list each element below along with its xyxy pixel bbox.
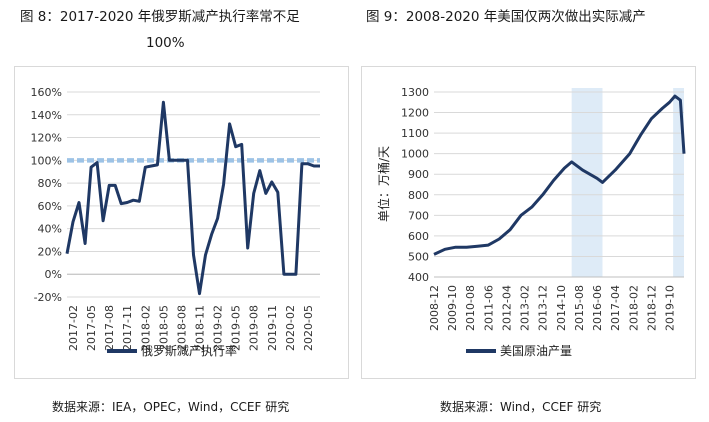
- shaded-cut-period: [571, 88, 603, 277]
- x-tick-label: 2012-04: [500, 285, 513, 331]
- x-tick-label: 2011-06: [482, 285, 495, 331]
- y-axis-label: 单位：万桶/天: [376, 146, 391, 222]
- chart1-panel: -20% 0% 20% 40% 60% 80% 100% 120% 140% 160% 2017-0…: [14, 66, 349, 379]
- figure1-title: 图 8：2017-2020 年俄罗斯减产执行率常不足: [20, 9, 300, 25]
- y-tick-label: 80%: [38, 177, 62, 190]
- y-tick-label: 1000: [401, 148, 429, 161]
- legend-label: 俄罗斯减产执行率: [141, 343, 237, 358]
- x-tick-label: 2017-08: [103, 305, 116, 351]
- x-tick-label: 2013-12: [537, 285, 550, 331]
- series-line-russia: [65, 100, 320, 296]
- y-tick-label: 0%: [45, 268, 62, 281]
- x-tick-label: 2018-02: [627, 285, 640, 331]
- y-tick-label: 500: [408, 250, 429, 263]
- figure1-source: 数据来源：IEA，OPEC，Wind，CCEF 研究: [52, 400, 290, 414]
- shaded-cut-period: [673, 88, 684, 277]
- x-tick-label: 2010-08: [464, 285, 477, 331]
- x-tick-label: 2017-02: [67, 305, 80, 351]
- y-tick-label: 700: [408, 209, 429, 222]
- x-tick-label: 2019-08: [248, 305, 261, 351]
- y-tick-label: 800: [408, 189, 429, 202]
- y-tick-label: 60%: [38, 200, 62, 213]
- x-tick-label: 2018-12: [645, 285, 658, 331]
- x-tick-label: 2018-08: [175, 305, 188, 351]
- x-tick-label: 2009-10: [446, 285, 459, 331]
- y-tick-label: 400: [408, 271, 429, 284]
- x-tick-label: 2018-02: [139, 305, 152, 351]
- y-tick-label: -20%: [34, 291, 62, 304]
- x-tick-label: 2017-05: [85, 305, 98, 351]
- chart1-svg: -20% 0% 20% 40% 60% 80% 100% 120% 140% 160% 2017-0…: [31, 86, 320, 358]
- y-tick-label: 1200: [401, 107, 429, 120]
- x-tick-label: 2016-06: [591, 285, 604, 331]
- y-tick-label: 1300: [401, 86, 429, 99]
- y-tick-label: 600: [408, 230, 429, 243]
- figure2-title: 图 9：2008-2020 年美国仅两次做出实际减产: [366, 9, 646, 25]
- x-tick-label: 2020-05: [302, 305, 315, 351]
- y-tick-label: 20%: [38, 245, 62, 258]
- x-tick-label: 2019-10: [664, 285, 677, 331]
- figure2-source: 数据来源：Wind，CCEF 研究: [440, 400, 602, 414]
- figure1-title-line2: 100%: [146, 35, 185, 51]
- x-tick-label: 2018-11: [194, 305, 207, 351]
- y-tick-label: 40%: [38, 223, 62, 236]
- y-tick-label: 120%: [31, 132, 62, 145]
- series-line-us-crude: [433, 94, 686, 256]
- y-tick-label: 900: [408, 168, 429, 181]
- chart2-svg: 400 500 600 700 800 900 1000 1100 1200 1300 2008-1…: [376, 86, 686, 358]
- chart2-panel: 400 500 600 700 800 900 1000 1100 1200 1300 2008-1…: [361, 66, 696, 379]
- x-tick-label: 2020-02: [284, 305, 297, 351]
- legend-label: 美国原油产量: [500, 344, 572, 358]
- x-tick-label: 2017-11: [121, 305, 134, 351]
- x-tick-label: 2013-02: [519, 285, 532, 331]
- y-tick-label: 1100: [401, 127, 429, 140]
- x-tick-label: 2019-05: [230, 305, 243, 351]
- x-tick-label: 2019-02: [212, 305, 225, 351]
- y-tick-label: 160%: [31, 86, 62, 99]
- x-tick-label: 2014-10: [555, 285, 568, 331]
- x-tick-label: 2008-12: [428, 285, 441, 331]
- y-tick-label: 140%: [31, 109, 62, 122]
- x-tick-label: 2017-04: [609, 285, 622, 331]
- x-tick-label: 2018-05: [157, 305, 170, 351]
- x-tick-label: 2019-11: [266, 305, 279, 351]
- x-tick-label: 2015-08: [573, 285, 586, 331]
- y-tick-label: 100%: [31, 154, 62, 167]
